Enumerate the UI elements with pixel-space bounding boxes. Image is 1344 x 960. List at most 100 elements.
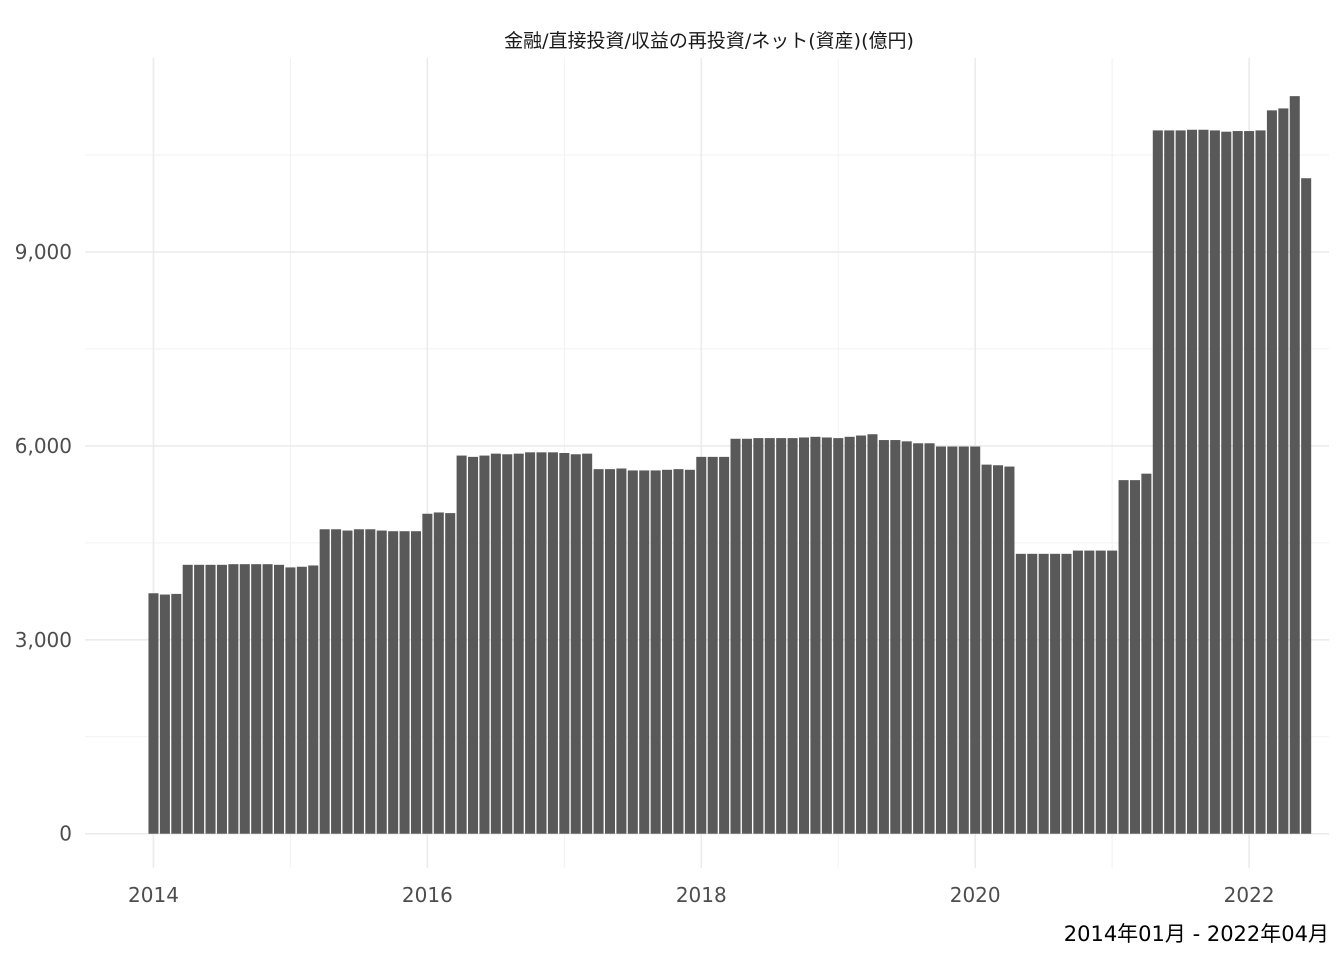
bar	[844, 436, 855, 834]
bar	[878, 440, 889, 834]
bar	[1244, 131, 1255, 834]
bar	[1015, 553, 1026, 834]
bar	[1198, 129, 1209, 834]
bar	[376, 530, 387, 834]
bar	[319, 529, 330, 834]
date-range-caption: 2014年01月 - 2022年04月	[1064, 922, 1329, 946]
bar	[285, 567, 296, 834]
bar	[1072, 550, 1083, 834]
bar	[1084, 550, 1095, 834]
bar	[1221, 131, 1232, 834]
bar	[342, 530, 353, 834]
bar	[388, 531, 399, 834]
bar	[536, 452, 547, 834]
bar	[981, 464, 992, 834]
bar	[1175, 130, 1186, 834]
y-tick-label: 9,000	[15, 240, 72, 264]
bar	[958, 446, 969, 834]
bar	[308, 565, 319, 834]
bar	[650, 470, 661, 834]
bar	[1209, 130, 1220, 834]
bar	[1129, 480, 1140, 834]
bar	[810, 436, 821, 834]
bar	[753, 438, 764, 834]
x-tick-label: 2022	[1224, 883, 1275, 907]
bar	[1255, 130, 1266, 834]
bar	[1141, 473, 1152, 834]
bar	[901, 441, 912, 834]
bar	[570, 454, 581, 834]
bar	[216, 564, 227, 834]
bar	[159, 594, 170, 834]
x-tick-label: 2018	[676, 883, 727, 907]
bar	[365, 529, 376, 834]
bar	[947, 446, 958, 834]
bar	[1118, 480, 1129, 834]
bar	[422, 513, 433, 834]
bar	[456, 455, 467, 834]
bar	[662, 469, 673, 834]
chart-title: 金融/直接投資/収益の再投資/ネット(資産)(億円)	[504, 30, 914, 52]
bar	[399, 531, 410, 834]
bar	[935, 446, 946, 834]
bar	[730, 438, 741, 834]
bar	[582, 453, 593, 834]
bar	[274, 564, 285, 834]
bar	[490, 453, 501, 834]
y-axis-tick-labels: 0 3,000 6,000 9,000	[15, 240, 72, 846]
bar	[993, 465, 1004, 834]
bar	[479, 455, 490, 834]
bar	[251, 564, 262, 834]
bar	[182, 564, 193, 834]
bar	[410, 531, 421, 834]
bar	[798, 437, 810, 834]
bar	[239, 564, 250, 834]
bar	[148, 593, 159, 834]
bar	[776, 438, 787, 834]
y-tick-label: 3,000	[15, 628, 72, 652]
bar	[890, 440, 901, 834]
bar	[604, 469, 616, 834]
bar	[707, 456, 718, 834]
bar	[296, 566, 307, 834]
bar	[1107, 550, 1118, 834]
x-tick-label: 2014	[128, 883, 179, 907]
bar	[228, 564, 239, 834]
bar	[1301, 178, 1312, 834]
bar	[1038, 553, 1049, 834]
bar	[913, 443, 924, 834]
bar	[867, 434, 878, 834]
x-axis-tick-labels: 2014 2016 2018 2020 2022	[128, 883, 1275, 907]
bar	[1187, 129, 1198, 834]
x-tick-label: 2020	[950, 883, 1001, 907]
bar	[639, 470, 650, 834]
bar	[205, 564, 216, 834]
bar	[924, 443, 935, 834]
bar	[1289, 96, 1300, 834]
bar	[353, 529, 364, 834]
bar	[1004, 466, 1015, 834]
bar	[787, 438, 798, 834]
bar	[1232, 131, 1243, 834]
bar	[1061, 553, 1072, 834]
bar	[502, 454, 513, 834]
bar	[1050, 553, 1061, 834]
bar	[741, 438, 752, 834]
bar	[1266, 110, 1277, 834]
y-tick-label: 6,000	[15, 434, 72, 458]
y-tick-label: 0	[59, 822, 72, 846]
bar	[171, 593, 182, 834]
bar	[262, 564, 273, 834]
bar	[719, 456, 730, 834]
bar	[433, 512, 444, 834]
bar	[1164, 130, 1175, 834]
bar	[1278, 108, 1289, 834]
bar	[833, 438, 844, 834]
bar	[331, 529, 342, 834]
bar	[468, 456, 479, 834]
bar	[856, 435, 867, 834]
bar	[1027, 553, 1038, 834]
bar	[627, 470, 638, 834]
bar	[593, 469, 604, 834]
